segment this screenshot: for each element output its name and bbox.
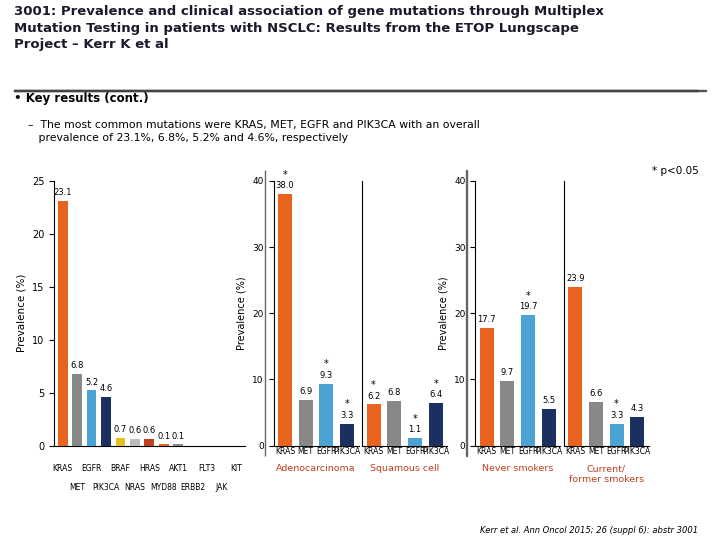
Bar bbox=[86, 390, 96, 445]
Text: • Key results (cont.): • Key results (cont.) bbox=[14, 92, 149, 105]
Text: 5.2: 5.2 bbox=[85, 378, 98, 387]
Text: 6.4: 6.4 bbox=[429, 390, 442, 399]
Text: 6.2: 6.2 bbox=[367, 392, 380, 401]
Bar bbox=[299, 400, 312, 446]
Bar bbox=[589, 402, 603, 446]
Bar bbox=[428, 403, 443, 446]
Text: NRAS: NRAS bbox=[125, 483, 145, 491]
Bar bbox=[101, 397, 111, 445]
Bar bbox=[610, 424, 624, 446]
Text: 6.8: 6.8 bbox=[387, 388, 401, 396]
Text: *: * bbox=[283, 170, 287, 180]
Text: 23.1: 23.1 bbox=[53, 188, 72, 197]
Text: HRAS: HRAS bbox=[139, 464, 160, 473]
Bar bbox=[130, 439, 140, 446]
Text: 23.9: 23.9 bbox=[566, 274, 585, 284]
Text: Current/
former smokers: Current/ former smokers bbox=[569, 464, 644, 484]
Bar bbox=[278, 194, 292, 446]
Text: 1.1: 1.1 bbox=[408, 426, 422, 434]
Bar bbox=[58, 201, 68, 446]
Text: 19.7: 19.7 bbox=[519, 302, 537, 311]
Text: AKT1: AKT1 bbox=[168, 464, 188, 473]
Y-axis label: Prevalence (%): Prevalence (%) bbox=[17, 274, 26, 353]
Bar bbox=[568, 287, 582, 446]
Text: BRAF: BRAF bbox=[111, 464, 130, 473]
Text: 4.6: 4.6 bbox=[99, 384, 112, 393]
Text: Never smokers: Never smokers bbox=[482, 464, 554, 474]
Text: 3001: Prevalence and clinical association of gene mutations through Multiplex
Mu: 3001: Prevalence and clinical associatio… bbox=[14, 5, 604, 51]
Text: KIT: KIT bbox=[230, 464, 242, 473]
Bar bbox=[480, 328, 494, 446]
Text: 5.5: 5.5 bbox=[542, 396, 555, 405]
Text: 38.0: 38.0 bbox=[276, 181, 294, 190]
Text: 17.7: 17.7 bbox=[477, 315, 496, 325]
Text: KRAS: KRAS bbox=[53, 464, 73, 473]
Text: 9.3: 9.3 bbox=[320, 371, 333, 380]
Text: * p<0.05: * p<0.05 bbox=[652, 165, 698, 176]
Bar bbox=[320, 384, 333, 446]
Text: 3.3: 3.3 bbox=[610, 411, 624, 420]
Bar bbox=[630, 417, 644, 445]
Text: JAK: JAK bbox=[215, 483, 228, 491]
Text: 4.3: 4.3 bbox=[631, 404, 644, 413]
Bar bbox=[521, 315, 535, 445]
Text: *: * bbox=[433, 379, 438, 389]
Text: MYD88: MYD88 bbox=[150, 483, 177, 491]
Bar bbox=[541, 409, 556, 445]
Text: *: * bbox=[526, 291, 531, 301]
Y-axis label: Prevalence (%): Prevalence (%) bbox=[237, 276, 247, 350]
Bar bbox=[366, 404, 381, 445]
Text: Kerr et al. Ann Oncol 2015; 26 (suppl 6): abstr 3001: Kerr et al. Ann Oncol 2015; 26 (suppl 6)… bbox=[480, 525, 698, 535]
Text: Squamous cell: Squamous cell bbox=[370, 464, 439, 474]
Text: *: * bbox=[345, 399, 349, 409]
Text: 0.1: 0.1 bbox=[157, 432, 171, 441]
Bar bbox=[500, 381, 514, 445]
Text: 0.7: 0.7 bbox=[114, 426, 127, 434]
Text: 0.1: 0.1 bbox=[172, 432, 185, 441]
Text: 0.6: 0.6 bbox=[128, 427, 142, 435]
Text: ERBB2: ERBB2 bbox=[180, 483, 205, 491]
Bar bbox=[145, 439, 154, 446]
Text: 6.8: 6.8 bbox=[71, 361, 84, 370]
Text: 6.6: 6.6 bbox=[589, 389, 603, 398]
Bar bbox=[116, 438, 125, 446]
Text: PIK3CA: PIK3CA bbox=[92, 483, 120, 491]
Bar bbox=[159, 444, 168, 445]
Text: –  The most common mutations were KRAS, MET, EGFR and PIK3CA with an overall
   : – The most common mutations were KRAS, M… bbox=[28, 120, 480, 143]
Bar bbox=[174, 444, 183, 445]
Y-axis label: Prevalence (%): Prevalence (%) bbox=[438, 276, 449, 350]
Bar bbox=[408, 438, 422, 445]
Text: 6.9: 6.9 bbox=[299, 387, 312, 396]
Text: *: * bbox=[324, 360, 329, 369]
Text: *: * bbox=[614, 399, 619, 409]
Text: FLT3: FLT3 bbox=[199, 464, 216, 473]
Text: 0.6: 0.6 bbox=[143, 427, 156, 435]
Text: 9.7: 9.7 bbox=[500, 368, 514, 377]
Bar bbox=[340, 424, 354, 446]
Text: 3.3: 3.3 bbox=[341, 411, 354, 420]
Text: MET: MET bbox=[69, 483, 85, 491]
Text: EGFR: EGFR bbox=[81, 464, 102, 473]
Bar bbox=[72, 374, 82, 445]
Bar bbox=[387, 401, 401, 446]
Text: Adenocarcinoma: Adenocarcinoma bbox=[276, 464, 356, 474]
Text: *: * bbox=[413, 414, 418, 424]
Text: *: * bbox=[372, 380, 376, 390]
